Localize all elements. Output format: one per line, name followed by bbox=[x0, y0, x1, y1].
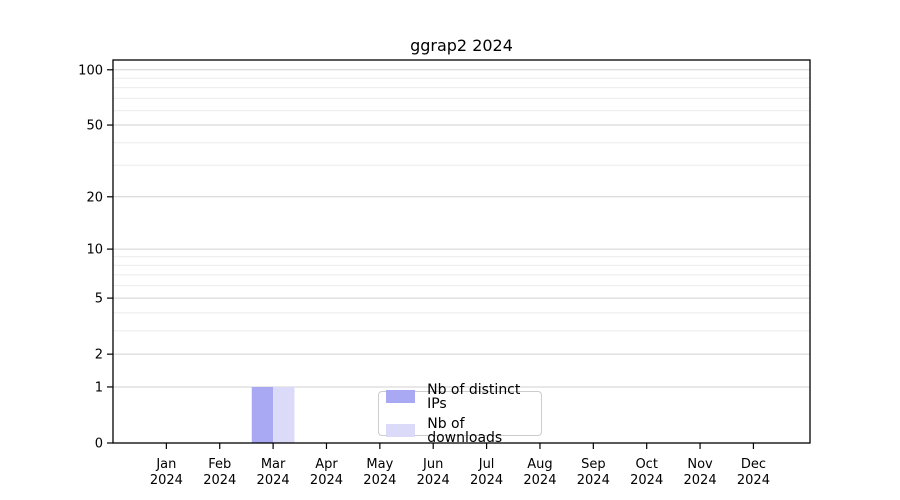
y-tick-label: 5 bbox=[95, 292, 103, 307]
x-tick-label-month: Oct bbox=[635, 457, 657, 472]
y-tick-label: 1 bbox=[95, 380, 103, 395]
bar-mar-series1 bbox=[273, 386, 295, 443]
x-tick-label-year: 2024 bbox=[470, 473, 503, 488]
x-tick-label-month: Dec bbox=[741, 457, 766, 472]
x-tick-label-year: 2024 bbox=[363, 473, 396, 488]
x-tick-label-year: 2024 bbox=[737, 473, 770, 488]
x-tick-label-year: 2024 bbox=[684, 473, 717, 488]
bar-mar-series0 bbox=[251, 386, 274, 443]
y-tick-label: 0 bbox=[95, 437, 103, 452]
x-tick-label-month: Sep bbox=[581, 457, 606, 472]
x-tick-label-year: 2024 bbox=[150, 473, 183, 488]
y-tick-label: 50 bbox=[86, 119, 103, 134]
x-tick-label-year: 2024 bbox=[577, 473, 610, 488]
x-tick-label-month: May bbox=[366, 457, 393, 472]
x-tick-label-month: Nov bbox=[687, 457, 713, 472]
y-tick-label: 100 bbox=[78, 63, 103, 78]
legend-label-distinct-ips: Nb of distinct IPs bbox=[427, 381, 521, 412]
x-tick-label-year: 2024 bbox=[310, 473, 343, 488]
legend-item-downloads: Nb of downloads bbox=[386, 417, 541, 445]
x-tick-label-year: 2024 bbox=[257, 473, 290, 488]
legend-swatch-downloads bbox=[386, 424, 416, 437]
y-tick-label: 2 bbox=[95, 348, 103, 363]
x-tick-label-month: Jan bbox=[155, 457, 176, 472]
chart-title: ggrap2 2024 bbox=[410, 36, 513, 55]
x-tick-label-month: Jul bbox=[478, 457, 495, 472]
x-tick-label-year: 2024 bbox=[630, 473, 663, 488]
legend: Nb of distinct IPs Nb of downloads bbox=[378, 383, 542, 445]
y-tick-label: 20 bbox=[86, 190, 103, 205]
legend-item-distinct-ips: Nb of distinct IPs bbox=[386, 383, 541, 411]
y-tick-label: 10 bbox=[86, 243, 103, 258]
x-tick-label-year: 2024 bbox=[523, 473, 556, 488]
x-tick-label-month: Jun bbox=[422, 457, 443, 472]
x-tick-label-month: Mar bbox=[261, 457, 286, 472]
x-tick-label-month: Apr bbox=[315, 457, 338, 472]
x-tick-label-year: 2024 bbox=[417, 473, 450, 488]
x-tick-label-month: Feb bbox=[208, 457, 231, 472]
legend-swatch-distinct-ips bbox=[386, 390, 416, 403]
axes-frame bbox=[112, 59, 811, 444]
legend-label-downloads: Nb of downloads bbox=[427, 415, 503, 446]
x-tick-label-year: 2024 bbox=[203, 473, 236, 488]
x-tick-label-month: Aug bbox=[527, 457, 552, 472]
